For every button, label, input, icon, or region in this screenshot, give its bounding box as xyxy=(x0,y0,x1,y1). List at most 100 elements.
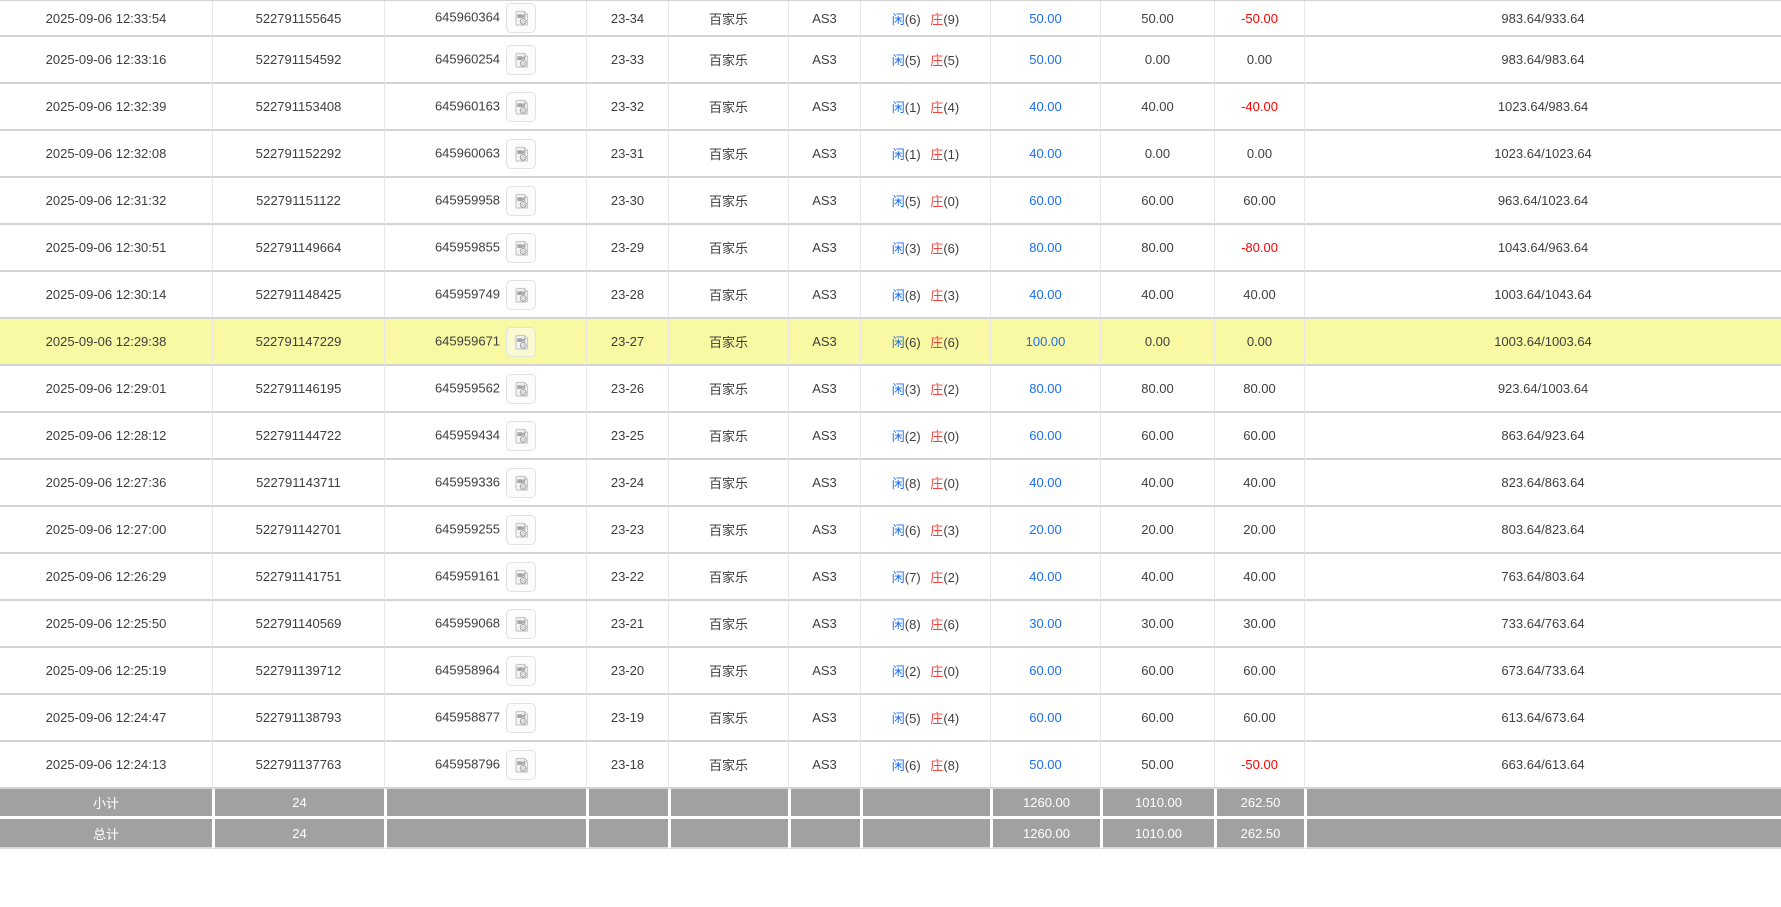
table-footer: 小计 24 1260.00 1010.00 262.50 总计 24 1260.… xyxy=(0,789,1781,849)
cell-table-name: AS3 xyxy=(788,225,860,272)
player-count: (3) xyxy=(904,241,925,256)
video-replay-button[interactable] xyxy=(506,514,537,545)
cell-game-type: 百家乐 xyxy=(668,413,788,460)
table-row[interactable]: 2025-09-06 12:29:38 522791147229 6459596… xyxy=(0,319,1781,366)
cell-game-type: 百家乐 xyxy=(668,131,788,178)
cell-bet-time: 2025-09-06 12:32:08 xyxy=(0,131,212,178)
video-replay-icon xyxy=(515,616,529,632)
cell-valid-bet: 60.00 xyxy=(1100,648,1214,695)
table-row[interactable]: 2025-09-06 12:27:00 522791142701 6459592… xyxy=(0,507,1781,554)
banker-count: (6) xyxy=(943,335,960,350)
player-label: 闲 xyxy=(891,11,905,27)
cell-table-name: AS3 xyxy=(788,742,860,789)
video-replay-button[interactable] xyxy=(506,608,537,639)
game-number-text: 645959336 xyxy=(434,473,501,489)
cell-valid-bet: 80.00 xyxy=(1100,366,1214,413)
cell-game-number: 645960364 xyxy=(384,1,586,37)
cell-round: 23-27 xyxy=(586,319,668,366)
cell-round: 23-24 xyxy=(586,460,668,507)
player-count: (1) xyxy=(904,100,925,115)
video-replay-button[interactable] xyxy=(506,3,537,33)
table-row[interactable]: 2025-09-06 12:31:32 522791151122 6459599… xyxy=(0,178,1781,225)
table-row[interactable]: 2025-09-06 12:26:29 522791141751 6459591… xyxy=(0,554,1781,601)
cell-bet-amount: 40.00 xyxy=(990,131,1100,178)
video-replay-button[interactable] xyxy=(506,138,537,169)
cell-bet-amount: 80.00 xyxy=(990,366,1100,413)
video-replay-button[interactable] xyxy=(506,467,537,498)
table-row[interactable]: 2025-09-06 12:33:16 522791154592 6459602… xyxy=(0,37,1781,84)
video-replay-button[interactable] xyxy=(506,561,537,592)
game-number-text: 645959562 xyxy=(434,379,501,395)
cell-round: 23-20 xyxy=(586,648,668,695)
cell-valid-bet: 50.00 xyxy=(1100,1,1214,37)
video-replay-icon xyxy=(515,287,529,303)
cell-valid-bet: 40.00 xyxy=(1100,460,1214,507)
cell-balance: 983.64/933.64 xyxy=(1304,1,1781,37)
table-row[interactable]: 2025-09-06 12:25:19 522791139712 6459589… xyxy=(0,648,1781,695)
player-label: 闲 xyxy=(891,758,905,773)
table-row[interactable]: 2025-09-06 12:33:54 522791155645 6459603… xyxy=(0,1,1781,37)
video-replay-button[interactable] xyxy=(506,279,537,310)
video-replay-button[interactable] xyxy=(506,702,537,733)
video-replay-button[interactable] xyxy=(506,655,537,686)
video-replay-button[interactable] xyxy=(506,44,537,75)
cell-game-type: 百家乐 xyxy=(668,460,788,507)
cell-balance: 673.64/733.64 xyxy=(1304,648,1781,695)
cell-balance: 663.64/613.64 xyxy=(1304,742,1781,789)
cell-game-type: 百家乐 xyxy=(668,225,788,272)
banker-count: (0) xyxy=(943,476,960,491)
cell-bet-time: 2025-09-06 12:30:14 xyxy=(0,272,212,319)
table-row[interactable]: 2025-09-06 12:29:01 522791146195 6459595… xyxy=(0,366,1781,413)
subtotal-label: 小计 xyxy=(0,789,212,819)
video-replay-button[interactable] xyxy=(506,326,537,357)
cell-table-name: AS3 xyxy=(788,460,860,507)
table-row[interactable]: 2025-09-06 12:30:14 522791148425 6459597… xyxy=(0,272,1781,319)
banker-label: 庄 xyxy=(930,100,944,115)
cell-order-number: 522791154592 xyxy=(212,37,384,84)
total-label: 总计 xyxy=(0,819,212,849)
table-row[interactable]: 2025-09-06 12:24:13 522791137763 6459587… xyxy=(0,742,1781,789)
video-replay-button[interactable] xyxy=(506,185,537,216)
cell-result: 闲(6) 庄(9) xyxy=(860,1,990,37)
cell-round: 23-32 xyxy=(586,84,668,131)
player-count: (8) xyxy=(904,288,925,303)
table-row[interactable]: 2025-09-06 12:32:08 522791152292 6459600… xyxy=(0,131,1781,178)
table-row[interactable]: 2025-09-06 12:27:36 522791143711 6459593… xyxy=(0,460,1781,507)
table-row[interactable]: 2025-09-06 12:28:12 522791144722 6459594… xyxy=(0,413,1781,460)
cell-game-number: 645959161 xyxy=(384,554,586,601)
subtotal-empty-cell xyxy=(384,789,586,819)
table-row[interactable]: 2025-09-06 12:32:39 522791153408 6459601… xyxy=(0,84,1781,131)
cell-win-loss: 20.00 xyxy=(1214,507,1304,554)
cell-game-type: 百家乐 xyxy=(668,1,788,37)
cell-valid-bet: 40.00 xyxy=(1100,554,1214,601)
table-row[interactable]: 2025-09-06 12:25:50 522791140569 6459590… xyxy=(0,601,1781,648)
player-count: (6) xyxy=(904,335,925,350)
video-replay-button[interactable] xyxy=(506,420,537,451)
cell-order-number: 522791140569 xyxy=(212,601,384,648)
cell-valid-bet: 60.00 xyxy=(1100,695,1214,742)
video-replay-button[interactable] xyxy=(506,373,537,404)
video-replay-icon xyxy=(515,569,529,585)
banker-count: (2) xyxy=(943,570,960,585)
cell-round: 23-28 xyxy=(586,272,668,319)
video-replay-button[interactable] xyxy=(506,749,537,780)
cell-game-number: 645959255 xyxy=(384,507,586,554)
cell-valid-bet: 0.00 xyxy=(1100,319,1214,366)
cell-table-name: AS3 xyxy=(788,695,860,742)
table-row[interactable]: 2025-09-06 12:24:47 522791138793 6459588… xyxy=(0,695,1781,742)
video-replay-button[interactable] xyxy=(506,232,537,263)
video-replay-icon xyxy=(515,146,529,162)
cell-game-type: 百家乐 xyxy=(668,366,788,413)
video-replay-button[interactable] xyxy=(506,91,537,122)
subtotal-empty-cell xyxy=(860,789,990,819)
total-empty-cell xyxy=(668,819,788,849)
cell-game-number: 645960254 xyxy=(384,37,586,84)
cell-order-number: 522791147229 xyxy=(212,319,384,366)
banker-label: 庄 xyxy=(930,523,944,538)
cell-result: 闲(5) 庄(4) xyxy=(860,695,990,742)
cell-table-name: AS3 xyxy=(788,37,860,84)
video-replay-icon xyxy=(515,428,529,444)
table-row[interactable]: 2025-09-06 12:30:51 522791149664 6459598… xyxy=(0,225,1781,272)
player-label: 闲 xyxy=(891,664,905,679)
cell-order-number: 522791149664 xyxy=(212,225,384,272)
